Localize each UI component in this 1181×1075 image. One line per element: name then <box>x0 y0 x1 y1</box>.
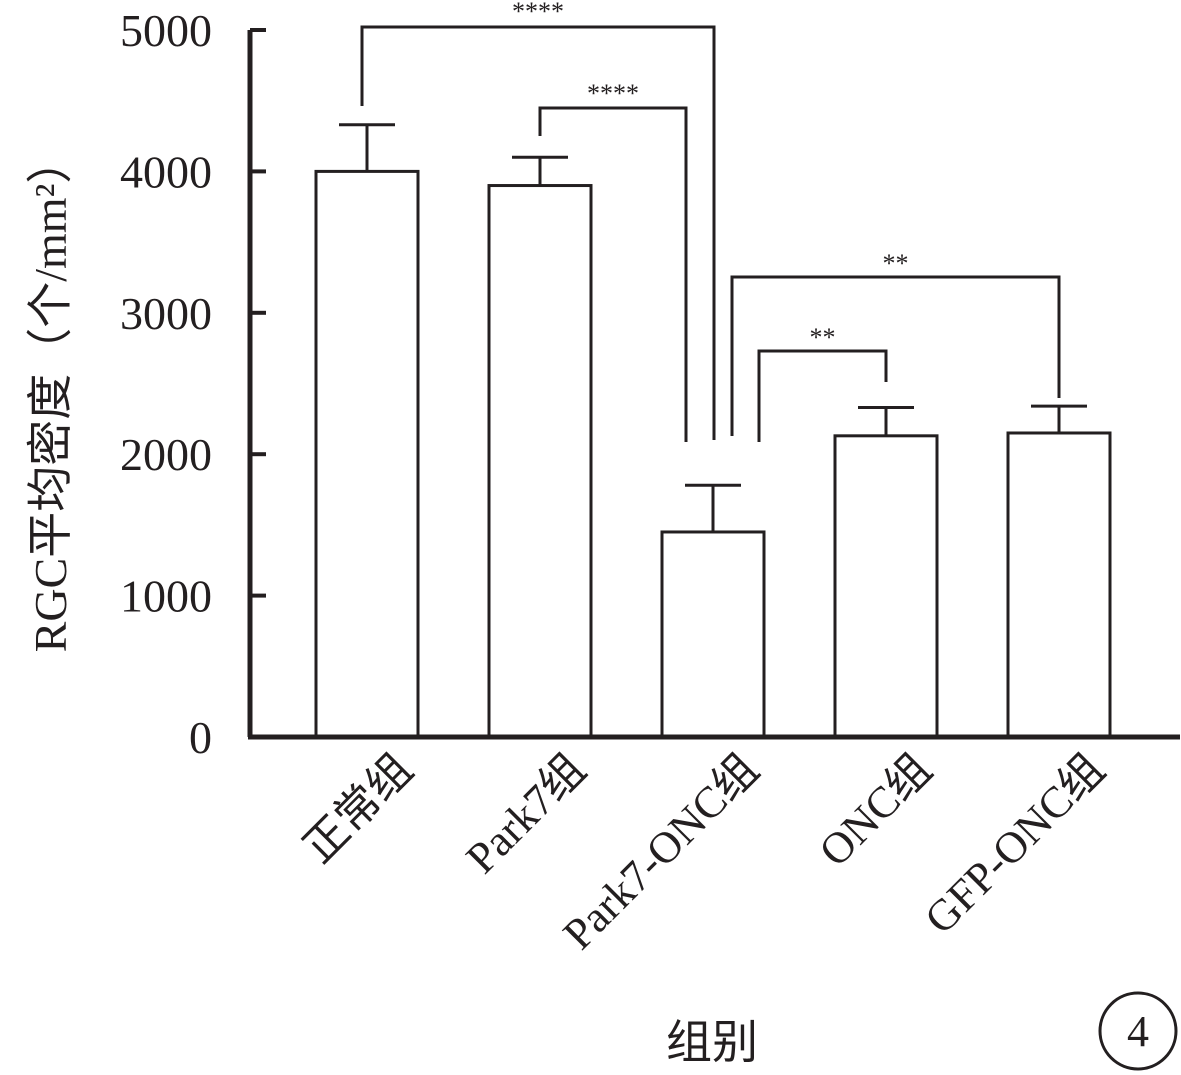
x-category-label: ONC组 <box>810 744 941 875</box>
x-axis-title: 组别 <box>666 1017 758 1068</box>
bar <box>833 434 939 739</box>
significance-bracket <box>757 349 888 442</box>
y-tick-label: 3000 <box>120 288 212 339</box>
x-category-label: Park7组 <box>457 744 595 882</box>
significance-bracket <box>730 275 1061 436</box>
panel-label-circle <box>1098 991 1178 1071</box>
bar <box>660 530 766 739</box>
y-tick-label: 2000 <box>120 429 212 480</box>
significance-layer: ************ <box>360 0 1061 442</box>
error-bars-layer <box>339 123 1087 532</box>
bar <box>1006 431 1112 739</box>
panel-label: 4 <box>1127 1007 1149 1056</box>
y-tick-label: 4000 <box>120 146 212 197</box>
significance-label: **** <box>512 0 564 26</box>
x-category-label: 正常组 <box>294 744 422 872</box>
y-tick-label: 5000 <box>120 5 212 56</box>
y-tick-label: 1000 <box>120 571 212 622</box>
y-ticks-layer: 0 1000 2000 3000 4000 5000 <box>120 5 266 763</box>
y-axis-title: RGC平均密度（个/mm²） <box>25 138 76 653</box>
bar <box>487 184 593 739</box>
significance-bracket <box>538 106 688 442</box>
x-category-label: GFP-ONC组 <box>915 744 1114 943</box>
significance-label: ** <box>883 249 909 278</box>
significance-label: **** <box>587 79 639 108</box>
significance-label: ** <box>810 323 836 352</box>
significance-bracket <box>360 25 716 440</box>
bar <box>314 169 420 739</box>
y-tick-label: 0 <box>189 712 212 763</box>
